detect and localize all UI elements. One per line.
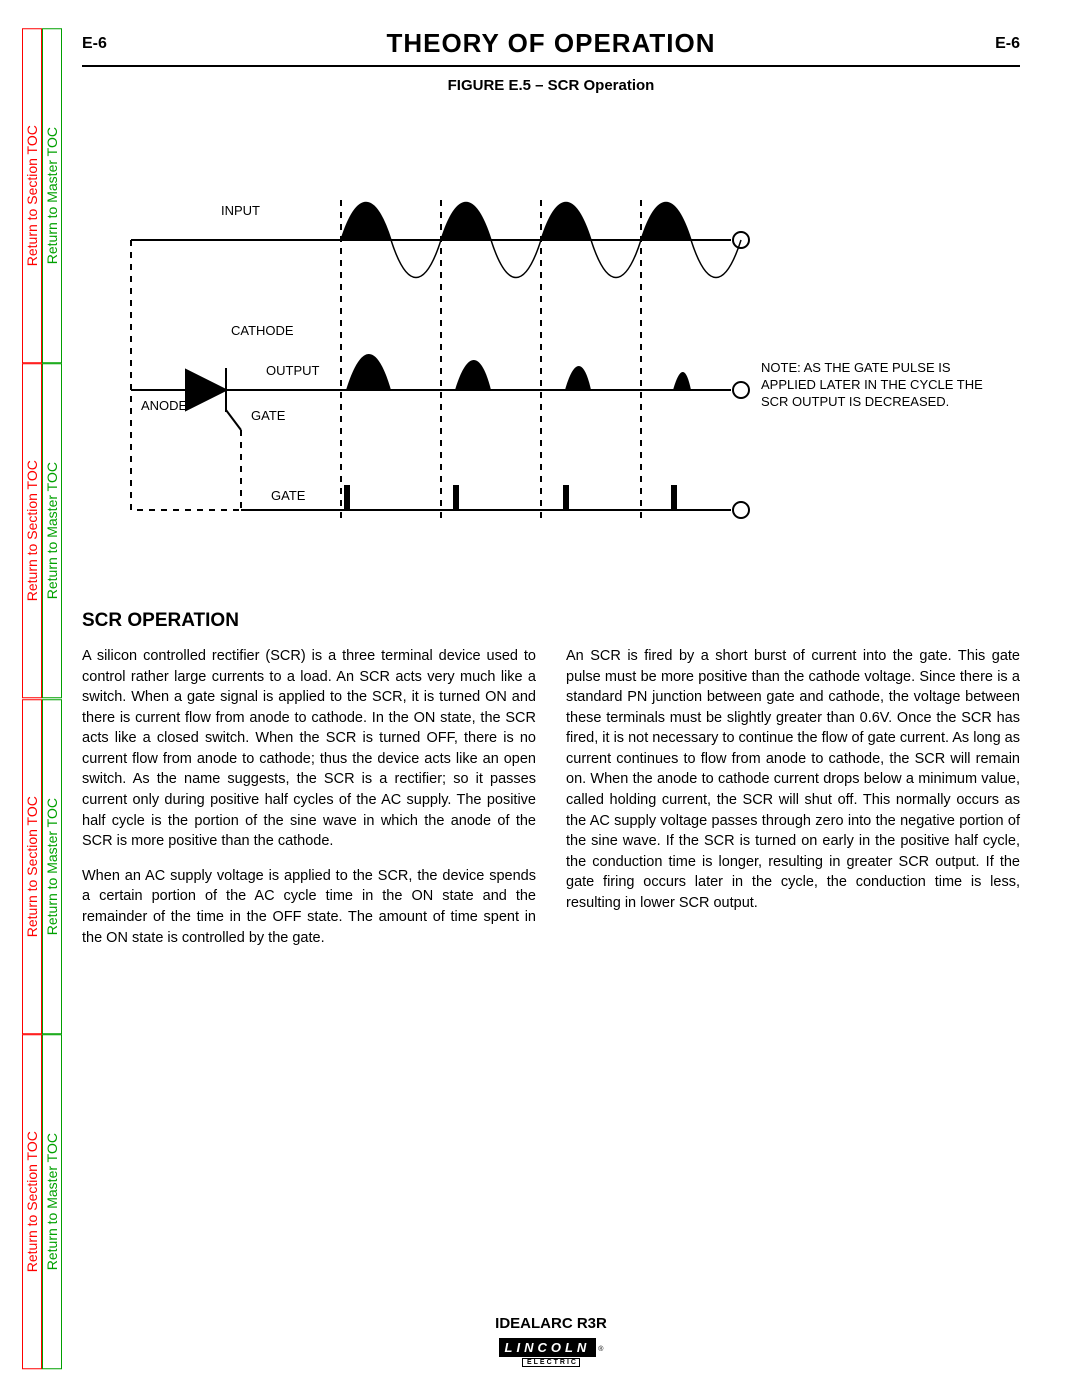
- section-toc-col: Return to Section TOC Return to Section …: [22, 28, 42, 1369]
- label-cathode: CATHODE: [231, 323, 294, 338]
- logo-main-text: LINCOLN: [499, 1338, 597, 1357]
- label-gate-axis: GATE: [271, 488, 306, 503]
- return-section-toc-link[interactable]: Return to Section TOC: [22, 1034, 42, 1369]
- body-paragraph: A silicon controlled rectifier (SCR) is …: [82, 646, 536, 852]
- return-master-toc-link[interactable]: Return to Master TOC: [42, 28, 62, 363]
- logo-sub-text: ELECTRIC: [522, 1358, 580, 1367]
- return-master-toc-link[interactable]: Return to Master TOC: [42, 1034, 62, 1369]
- label-gate: GATE: [251, 408, 286, 423]
- return-master-toc-link[interactable]: Return to Master TOC: [42, 699, 62, 1034]
- title-divider: [82, 65, 1020, 67]
- body-columns: A silicon controlled rectifier (SCR) is …: [82, 646, 1020, 962]
- left-column: A silicon controlled rectifier (SCR) is …: [82, 646, 536, 962]
- label-output: OUTPUT: [266, 363, 320, 378]
- scr-diagram: INPUT CATHODE OUTPUT ANODE GATE GATE NOT…: [82, 110, 1020, 550]
- sidebar-tabs: Return to Section TOC Return to Section …: [22, 28, 64, 1369]
- label-anode: ANODE: [141, 398, 188, 413]
- page-number-right: E-6: [995, 35, 1020, 53]
- return-section-toc-link[interactable]: Return to Section TOC: [22, 28, 42, 363]
- label-input: INPUT: [221, 203, 260, 218]
- return-master-toc-link[interactable]: Return to Master TOC: [42, 363, 62, 698]
- page-title: THEORY OF OPERATION: [386, 28, 715, 59]
- page-footer: IDEALARC R3R LINCOLN® ELECTRIC: [82, 1315, 1020, 1369]
- return-section-toc-link[interactable]: Return to Section TOC: [22, 363, 42, 698]
- right-column: An SCR is fired by a short burst of curr…: [566, 646, 1020, 962]
- figure-title: FIGURE E.5 – SCR Operation: [82, 77, 1020, 94]
- master-toc-col: Return to Master TOC Return to Master TO…: [42, 28, 62, 1369]
- page-content: E-6 THEORY OF OPERATION E-6 FIGURE E.5 –…: [82, 28, 1020, 1369]
- return-section-toc-link[interactable]: Return to Section TOC: [22, 699, 42, 1034]
- body-paragraph: An SCR is fired by a short burst of curr…: [566, 646, 1020, 914]
- scr-diagram-svg: INPUT CATHODE OUTPUT ANODE GATE GATE NOT…: [91, 110, 1011, 550]
- diagram-note: NOTE: AS THE GATE PULSE IS APPLIED LATER…: [761, 360, 991, 411]
- registered-mark: ®: [596, 1346, 603, 1353]
- section-heading: SCR OPERATION: [82, 610, 1020, 632]
- body-paragraph: When an AC supply voltage is applied to …: [82, 866, 536, 948]
- lincoln-logo: LINCOLN® ELECTRIC: [499, 1338, 604, 1367]
- page-header: E-6 THEORY OF OPERATION E-6: [82, 28, 1020, 59]
- page-number-left: E-6: [82, 35, 107, 53]
- footer-model: IDEALARC R3R: [82, 1315, 1020, 1332]
